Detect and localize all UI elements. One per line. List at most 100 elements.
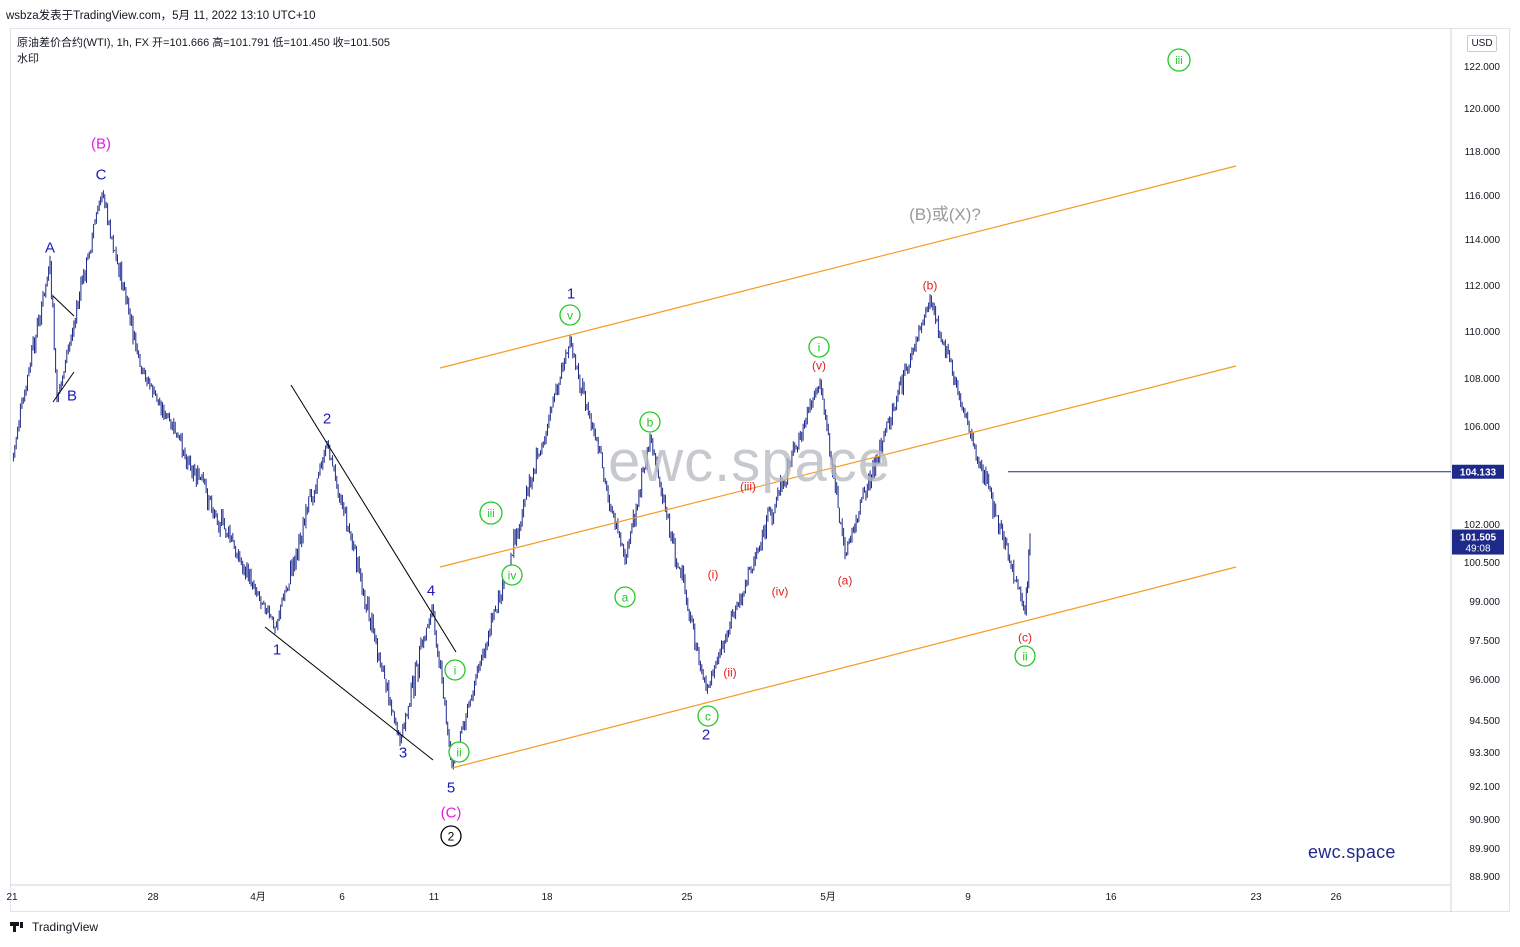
tradingview-footer[interactable]: TradingView [10,920,98,934]
last-price-tag [1452,529,1504,555]
wave-label: (i) [708,567,719,581]
price-tick-label: 108.000 [1464,374,1501,385]
wave-label: iii [1175,55,1182,67]
price-tick-label: 96.000 [1469,675,1500,686]
wave-label-circle [559,304,581,326]
time-tick-label: 18 [541,892,553,903]
wave-label: (B) [91,135,111,152]
wave-label-circle [501,564,523,586]
wave-label: b [647,415,654,429]
price-tick-label: 100.500 [1464,558,1501,569]
wave-label-circle [440,825,462,847]
price-tick-label: 102.000 [1464,520,1501,531]
wave-label-circle [808,336,830,358]
price-tick-label: 97.500 [1469,636,1500,647]
time-tick-label: 4月 [250,891,266,903]
wave-label-circle [1167,48,1191,72]
wave-label: v [567,308,573,322]
countdown-text: 49:08 [1465,544,1490,555]
wave-label: (b) [923,278,938,292]
candles-group [12,190,1031,770]
price-tick-label: 90.900 [1469,815,1500,826]
wave-label: 4 [427,582,435,599]
wave-label: (iii) [740,479,756,493]
price-tick-label: 106.000 [1464,422,1501,433]
wave-label-circle [614,586,636,608]
level-price-tag [1452,464,1504,479]
price-tick-label: 120.000 [1464,104,1501,115]
wave-label: ii [1022,649,1027,663]
time-tick-label: 21 [6,892,18,903]
last-price-text: 101.505 [1460,533,1497,544]
price-tick-label: 116.000 [1465,191,1501,202]
time-tick-label: 9 [965,892,971,903]
time-tick-label: 5月 [820,891,836,903]
wave-label: (C) [441,804,462,821]
price-tick-label: 89.900 [1469,844,1500,855]
symbol-legend[interactable]: 原油差价合约(WTI), 1h, FX 开=101.666 高=101.791 … [17,35,390,67]
wave-label: 1 [567,285,575,302]
price-tick-label: 114.000 [1465,235,1501,246]
wave-label: 2 [702,726,710,743]
price-tick-label: 118.000 [1465,147,1501,158]
axes-group: 122.000 120.000 118.000 116.000 114.000 112.0… [6,28,1504,912]
wave-label: iii [487,508,494,520]
price-tick-label: 122.000 [1464,62,1501,73]
channel-line [439,365,1237,568]
price-tick-label: 94.500 [1469,716,1500,727]
price-tick-label: 112.000 [1465,281,1501,292]
brand-text: ewc.space [1308,842,1396,862]
watermark-indicator-label[interactable]: 水印 [17,53,39,65]
wave-label: (v) [812,358,826,372]
time-tick-label: 11 [429,892,440,903]
wave-label: iv [508,568,517,582]
wave-label: (iv) [772,584,789,598]
wedge-line [52,371,75,403]
currency-button[interactable]: USD [1467,35,1497,52]
wave-label: B [67,387,77,404]
time-tick-label: 25 [681,892,693,903]
symbol-ohlc-line[interactable]: 原油差价合约(WTI), 1h, FX 开=101.666 高=101.791 … [17,37,390,49]
wave-label: A [45,239,55,256]
wave-label: C [96,166,107,183]
time-tick-label: 6 [339,892,345,903]
wedge-line [290,384,457,653]
wave-label-circle [1014,645,1036,667]
wave-label: 1 [273,641,281,658]
tradingview-logo-text: TradingView [32,920,99,934]
wave-label-circle [697,705,719,727]
wave-label: 5 [447,779,455,796]
wave-label: 3 [399,744,407,761]
time-tick-label: 23 [1250,892,1262,903]
wave-label: (B)或(X)? [909,205,981,224]
wave-label: i [818,340,821,354]
price-tick-label: 88.900 [1469,872,1500,883]
wave-labels-group: (B)CAB21345(C)12viiiiviiiabciiiiii(i)(ii… [45,48,1191,847]
time-tick-label: 28 [147,892,159,903]
wave-label-circle [448,741,470,763]
publisher-line: wsbza发表于TradingView.com，5月 11, 2022 13:1… [6,10,316,22]
time-tick-label: 16 [1105,892,1117,903]
wave-label: 2 [448,829,455,843]
drawings-group [52,165,1451,769]
wave-label: i [454,663,457,677]
channel-line [439,165,1237,369]
price-tick-label: 99.000 [1469,597,1500,608]
wave-label-circle [479,501,503,525]
wave-label: (a) [838,573,853,587]
wave-label: ii [456,745,461,759]
wave-label: a [622,590,629,604]
price-tick-label: 92.100 [1469,782,1500,793]
watermark-text: ewc.space [608,429,892,494]
wave-label: c [705,709,711,723]
wave-label: (ii) [723,665,736,679]
channel-line [451,566,1237,769]
wedge-line [52,295,75,317]
price-tick-label: 110.000 [1465,327,1501,338]
price-tick-label: 93.300 [1469,748,1500,759]
wedge-line [264,626,434,761]
time-tick-label: 26 [1330,892,1342,903]
tradingview-logo-icon [10,922,26,932]
wave-label-circle [444,659,466,681]
